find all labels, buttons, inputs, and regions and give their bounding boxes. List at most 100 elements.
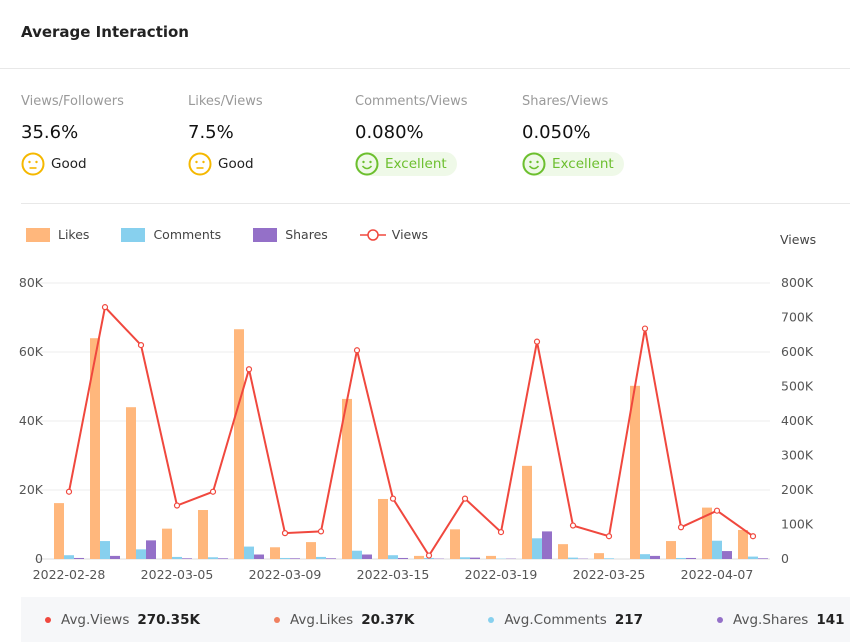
stat-label: Avg.Likes (289, 611, 354, 628)
comments-bar (244, 546, 254, 559)
shares-bar (650, 555, 660, 559)
metric-label: Comments/Views (355, 94, 468, 109)
likes-bar (90, 338, 100, 559)
smile-face-icon (522, 152, 552, 176)
shares-bar (218, 558, 228, 559)
likes-bar (234, 329, 244, 559)
likes-bar (666, 541, 676, 559)
footer-stat: Avg.Views 270.35K (45, 612, 200, 628)
views-point (713, 507, 721, 514)
left-tick-label: 20K (19, 482, 44, 497)
footer-stat: Avg.Shares 141 (717, 611, 845, 628)
comments-bar (532, 538, 542, 559)
neutral-face-icon (21, 152, 51, 176)
stat-value: 141 (816, 611, 845, 628)
metric-value: 7.5% (188, 122, 234, 143)
right-tick-label: 600K (781, 344, 814, 359)
dot-icon (273, 616, 280, 623)
left-tick-label: 40K (19, 413, 44, 428)
x-tick-label: 2022-03-19 (465, 567, 538, 582)
likes-bar (126, 407, 136, 559)
comments-bar (604, 558, 614, 559)
metric-label: Views/Followers (21, 94, 124, 109)
right-tick-label: 700K (781, 310, 814, 325)
shares-bar (758, 558, 768, 559)
footer-stat: Avg.Comments 217 (488, 612, 643, 628)
shares-bar (254, 554, 264, 559)
legend-label: Views (391, 227, 428, 242)
smile-face-icon (355, 152, 385, 176)
shares-bar (74, 557, 84, 559)
right-tick-label: 0 (781, 551, 789, 566)
likes-bar (378, 498, 388, 559)
rating-badge: Good (188, 152, 264, 176)
views-point (749, 533, 757, 540)
legend-shares[interactable]: Shares (253, 227, 328, 242)
legend-comments[interactable]: Comments (121, 227, 221, 242)
metric-label: Likes/Views (188, 94, 263, 109)
dot-icon (717, 616, 724, 623)
right-tick-label: 300K (781, 448, 814, 463)
x-tick-label: 2022-03-09 (249, 567, 322, 582)
stat-value: 217 (614, 611, 644, 628)
left-tick-label: 80K (19, 275, 44, 290)
rating-label: Good (51, 156, 87, 172)
interaction-chart: 0 20K 40K 60K 80K 0 100K 200K 300K 400K 500K 600K 70… (19, 275, 814, 582)
shares-bar (326, 558, 336, 559)
comments-bar (208, 557, 218, 559)
comments-bar (100, 541, 110, 559)
rating-badge: Good (21, 152, 97, 176)
stat-label: Avg.Views (61, 611, 130, 628)
metric-3: Shares/Views 0.050% Excellent (522, 94, 682, 180)
stat-label: Avg.Comments (504, 611, 607, 628)
comments-bar (352, 550, 362, 559)
stat-label: Avg.Shares (733, 611, 809, 628)
views-point (605, 533, 613, 540)
likes-bar (270, 547, 280, 559)
footer-stat: Avg.Likes 20.37K (273, 611, 414, 628)
likes-bar (450, 529, 460, 559)
metric-value: 0.050% (522, 122, 591, 143)
comments-bar (280, 557, 290, 559)
right-tick-label: 100K (781, 517, 814, 532)
x-tick-label: 2022-03-15 (357, 567, 430, 582)
shares-bar (470, 557, 480, 559)
legend-label: Comments (153, 227, 222, 242)
legend-views[interactable]: Views (359, 227, 428, 242)
views-point (65, 488, 73, 495)
shares-bar (146, 540, 156, 559)
shares-bar (110, 555, 120, 559)
views-line (68, 305, 754, 558)
comments-bar (64, 555, 74, 559)
shares-bar (290, 558, 300, 559)
views-point (461, 495, 469, 502)
views-point (317, 528, 325, 535)
views-point (569, 522, 577, 529)
comments-bar (712, 540, 722, 559)
likes-bar (306, 542, 316, 559)
likes-bar (198, 510, 208, 559)
right-axis-title: Views (780, 232, 817, 247)
views-point (173, 502, 181, 509)
right-tick-label: 400K (781, 413, 814, 428)
metric-0: Views/Followers 35.6% Good (21, 94, 181, 180)
likes-bar (522, 465, 532, 559)
views-point (677, 524, 685, 531)
comments-bar (640, 554, 650, 559)
comments-bar (676, 557, 686, 559)
stat-value: 270.35K (137, 611, 200, 628)
views-point (245, 366, 253, 373)
likes-bar (54, 503, 64, 559)
divider (0, 68, 850, 69)
views-point (353, 347, 361, 354)
likes-bar (342, 398, 352, 559)
legend-label: Likes (58, 227, 90, 242)
views-point (497, 528, 505, 536)
likes-bar (558, 544, 568, 559)
legend-likes[interactable]: Likes (26, 227, 89, 242)
shares-bar (686, 557, 696, 559)
shares-bar (398, 557, 408, 559)
views-point (389, 495, 397, 502)
comments-bar (136, 549, 146, 559)
